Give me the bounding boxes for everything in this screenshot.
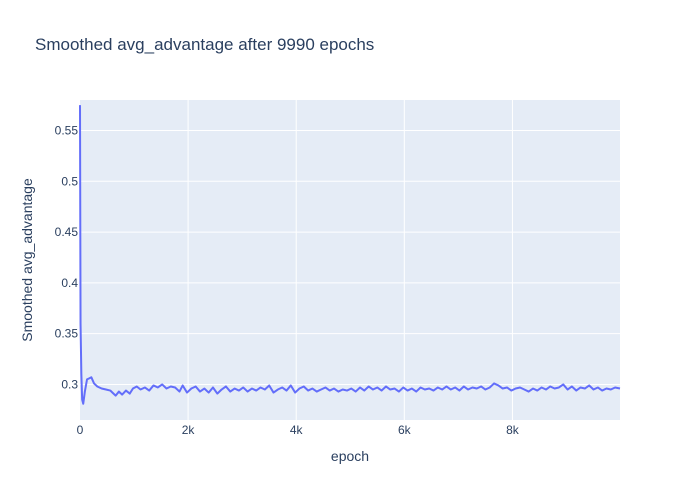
x-tick-label: 2k: [182, 423, 196, 437]
plot-area: [80, 100, 620, 420]
tick-labels: 0 2k 4k 6k 8k 0.3 0.35 0.4 0.45 0.5 0.55: [55, 123, 520, 437]
series-line: [79, 105, 621, 405]
x-tick-label: 4k: [290, 423, 304, 437]
grid-lines: [80, 100, 620, 420]
y-tick-label: 0.35: [55, 327, 79, 341]
chart-title: Smoothed avg_advantage after 9990 epochs: [35, 35, 374, 54]
x-tick-label: 8k: [506, 423, 520, 437]
x-axis-title: epoch: [331, 448, 369, 464]
y-tick-label: 0.4: [61, 276, 78, 290]
x-tick-label: 0: [77, 423, 84, 437]
series-layer: [79, 105, 621, 405]
y-tick-label: 0.45: [55, 225, 79, 239]
y-tick-label: 0.55: [55, 123, 79, 137]
x-tick-label: 6k: [398, 423, 412, 437]
y-axis-title: Smoothed avg_advantage: [19, 178, 35, 342]
y-tick-label: 0.5: [61, 174, 78, 188]
y-tick-label: 0.3: [61, 377, 78, 391]
